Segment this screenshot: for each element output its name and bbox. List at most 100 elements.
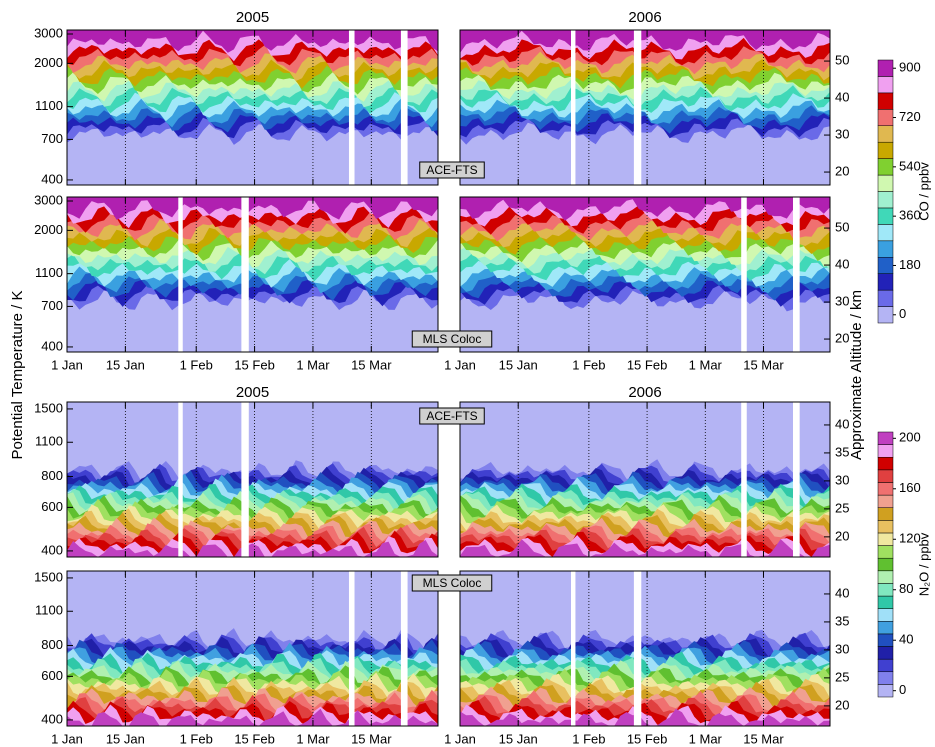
y2-tick-label: 20 — [835, 697, 849, 712]
y-tick-label: 700 — [41, 298, 63, 313]
colorbar-box — [877, 658, 894, 673]
data-gap — [633, 571, 642, 726]
y2-tick-label: 40 — [835, 416, 849, 431]
year-title: 2006 — [628, 384, 661, 401]
colorbar-box — [877, 583, 894, 597]
colorbar-box — [877, 633, 894, 647]
colorbar-box — [877, 545, 894, 559]
colorbar-box — [877, 76, 894, 94]
data-gap — [400, 571, 408, 726]
colorbar-box — [877, 174, 894, 192]
x-tick-label: 15 Jan — [499, 357, 538, 372]
x-tick-label: 1 Mar — [689, 357, 723, 372]
data-gap — [178, 197, 183, 352]
panel-label-box — [411, 330, 493, 348]
field-band — [460, 708, 830, 726]
y2-axis-label: Approximate Altitude / km — [848, 290, 865, 460]
y-tick-label: 1500 — [34, 400, 63, 415]
y2-tick-label: 40 — [835, 585, 849, 600]
y-tick-label: 2000 — [34, 222, 63, 237]
panel-label: MLS Coloc — [423, 332, 482, 346]
colorbar-box — [877, 273, 894, 291]
colorbar-box — [877, 608, 894, 622]
colorbar-box — [877, 621, 894, 635]
year-title: 2005 — [236, 384, 269, 401]
colorbar-tick-label: 120 — [899, 531, 921, 546]
colorbar-box — [877, 207, 894, 225]
x-tick-label: 1 Mar — [296, 731, 330, 746]
x-tick-label: 1 Feb — [572, 731, 605, 746]
y2-tick-label: 25 — [835, 669, 849, 684]
data-gap — [348, 30, 355, 185]
colorbar-box — [877, 431, 894, 445]
y2-tick-label: 30 — [835, 472, 849, 487]
y-tick-label: 1100 — [35, 603, 63, 618]
colorbar-tick-label: 900 — [899, 60, 921, 75]
data-gap — [400, 30, 408, 185]
year-title: 2006 — [628, 9, 661, 26]
field-band — [67, 540, 438, 557]
x-tick-label: 1 Jan — [444, 731, 476, 746]
x-tick-label: 1 Mar — [296, 357, 330, 372]
colorbar-box — [877, 92, 894, 110]
y2-tick-label: 35 — [835, 444, 849, 459]
data-gap — [571, 30, 576, 185]
x-tick-label: 1 Feb — [572, 357, 605, 372]
colorbar-box — [877, 240, 894, 258]
field-band — [67, 704, 438, 726]
colorbar-box — [877, 520, 894, 534]
colorbar-box — [877, 257, 894, 274]
field-band — [67, 30, 438, 53]
y2-tick-label: 20 — [835, 330, 849, 345]
colorbar-box — [877, 532, 894, 546]
data-gap — [741, 402, 747, 557]
field-band — [460, 30, 830, 53]
y2-tick-label: 25 — [835, 500, 849, 515]
x-tick-label: 15 Mar — [351, 731, 392, 746]
x-tick-label: 15 Feb — [627, 731, 667, 746]
data-gap — [571, 571, 576, 726]
x-tick-label: 1 Jan — [444, 357, 476, 372]
y-tick-label: 3000 — [34, 192, 63, 207]
colorbar-box — [877, 191, 894, 209]
colorbar-box — [877, 671, 894, 685]
colorbar-tick-label: 180 — [899, 257, 921, 272]
colorbar-box — [877, 125, 894, 143]
colorbar-box — [877, 444, 894, 458]
y-tick-label: 3000 — [34, 25, 63, 40]
colorbar-tick-label: 80 — [899, 581, 913, 596]
colorbar-box — [877, 684, 894, 698]
panel-label: ACE-FTS — [426, 409, 477, 423]
colorbar-tick-label: 0 — [899, 306, 906, 321]
panel-frame — [459, 196, 831, 353]
y-tick-label: 400 — [41, 338, 63, 353]
colorbar-box — [877, 595, 894, 609]
panel-frame — [66, 29, 439, 186]
colorbar-box — [877, 570, 894, 584]
x-tick-label: 15 Mar — [743, 731, 784, 746]
colorbar-tick-label: 720 — [899, 109, 921, 124]
colorbar-tick-label: 200 — [899, 430, 921, 445]
y2-tick-label: 30 — [835, 293, 849, 308]
data-gap — [348, 571, 355, 726]
x-tick-label: 1 Feb — [180, 357, 213, 372]
x-tick-label: 15 Feb — [234, 731, 274, 746]
y2-tick-label: 30 — [835, 126, 849, 141]
panel-label-box — [411, 574, 493, 592]
panel-frame — [459, 401, 831, 558]
colorbar-box — [877, 456, 894, 471]
colorbar-box — [877, 469, 894, 483]
x-tick-label: 15 Mar — [351, 357, 392, 372]
colorbar-box — [877, 557, 894, 572]
field-band — [67, 197, 438, 220]
y2-tick-label: 40 — [835, 90, 849, 105]
panel-frame — [66, 570, 439, 727]
colorbar-tick-label: 160 — [899, 480, 921, 495]
colorbar-box — [877, 289, 894, 307]
y-tick-label: 1100 — [35, 98, 63, 113]
colorbar-box — [877, 224, 894, 242]
y-tick-label: 400 — [41, 171, 63, 186]
y-tick-label: 800 — [41, 637, 63, 652]
y-axis-label: Potential Temperature / K — [9, 291, 26, 460]
